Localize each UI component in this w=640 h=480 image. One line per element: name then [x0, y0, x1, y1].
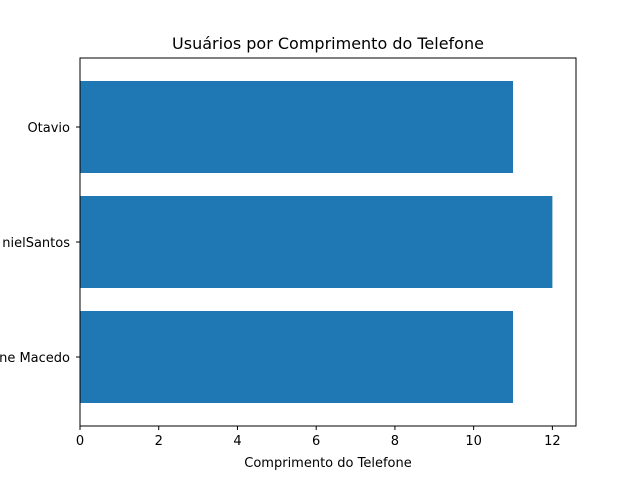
x-tick-label-5: 10 [465, 434, 482, 449]
chart-title: Usuários por Comprimento do Telefone [172, 34, 484, 53]
x-tick-label-3: 6 [312, 434, 320, 449]
x-tick-label-4: 8 [391, 434, 399, 449]
x-axis-label: Comprimento do Telefone [244, 456, 411, 471]
x-axis-ticks: 0 2 4 6 8 10 12 [76, 426, 561, 449]
bars-layer [80, 81, 553, 403]
x-tick-label-6: 12 [544, 434, 561, 449]
bar-0 [80, 311, 514, 403]
x-tick-label-0: 0 [76, 434, 84, 449]
y-tick-label-2: Otavio [27, 121, 70, 136]
x-tick-label-2: 4 [233, 434, 241, 449]
y-tick-label-1: nielSantos [2, 236, 70, 251]
bar-2 [80, 81, 514, 173]
bar-1 [80, 196, 553, 288]
y-tick-label-0: ne Macedo [0, 351, 70, 366]
y-axis-ticks: ne Macedo nielSantos Otavio [0, 121, 80, 366]
x-tick-label-1: 2 [155, 434, 163, 449]
